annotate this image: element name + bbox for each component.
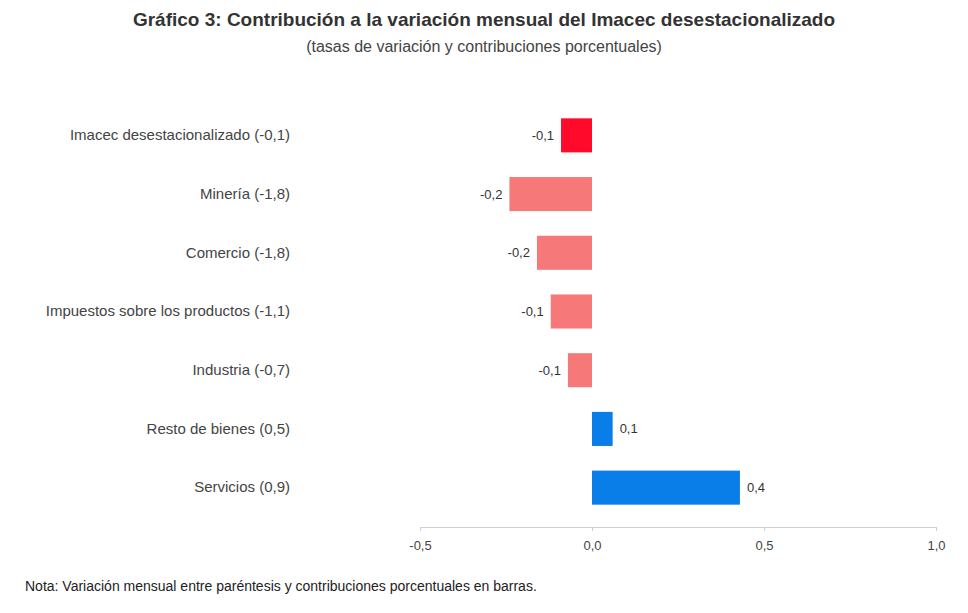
chart: Gráfico 3: Contribución a la variación m… [0, 0, 968, 613]
category-label: Comercio (-1,8) [186, 244, 290, 261]
tick-mark [764, 527, 765, 531]
category-tick: Industria (-0,7) [192, 361, 290, 378]
bar [561, 118, 592, 152]
y-axis: Imacec desestacionalizado (-0,1) Minería … [46, 126, 290, 495]
tick: 0,0 [583, 527, 601, 553]
bar [592, 471, 740, 505]
bar [537, 236, 592, 270]
data-label: -0,2 [480, 187, 502, 202]
tick: -0,5 [409, 527, 431, 553]
tick-mark [592, 527, 593, 531]
category-label: Resto de bienes (0,5) [147, 420, 290, 437]
data-label: -0,1 [539, 363, 561, 378]
tick: 1,0 [927, 527, 945, 553]
data-labels: -0,1 -0,2 -0,2 -0,1 -0,1 0,1 0,4 [480, 128, 765, 495]
tick: 0,5 [755, 527, 773, 553]
category-label: Minería (-1,8) [200, 185, 290, 202]
bar [509, 177, 592, 211]
tick-mark [936, 527, 937, 531]
tick-mark [420, 527, 421, 531]
data-label: 0,4 [747, 480, 765, 495]
category-label: Imacec desestacionalizado (-0,1) [70, 126, 290, 143]
category-tick: Minería (-1,8) [200, 185, 290, 202]
category-tick: Servicios (0,9) [194, 478, 290, 495]
title: Gráfico 3: Contribución a la variación m… [133, 9, 835, 30]
subtitle: (tasas de variación y contribuciones por… [306, 38, 662, 55]
tick-label: -0,5 [409, 538, 431, 553]
category-tick: Impuestos sobre los productos (-1,1) [46, 302, 290, 319]
axis-line [421, 528, 937, 532]
category-tick: Imacec desestacionalizado (-0,1) [70, 126, 290, 143]
category-label: Industria (-0,7) [192, 361, 290, 378]
tick-label: 0,0 [583, 538, 601, 553]
category-tick: Comercio (-1,8) [186, 244, 290, 261]
tick-label: 1,0 [927, 538, 945, 553]
category-label: Impuestos sobre los productos (-1,1) [46, 302, 290, 319]
x-axis: -0,5 0,0 0,5 1,0 [409, 527, 945, 553]
note: Nota: Variación mensual entre paréntesis… [25, 578, 537, 594]
bar [568, 353, 592, 387]
bar [551, 294, 592, 328]
tick-label: 0,5 [755, 538, 773, 553]
bar [592, 412, 613, 446]
data-label: -0,1 [521, 304, 543, 319]
category-tick: Resto de bienes (0,5) [147, 420, 290, 437]
data-label: -0,2 [508, 245, 530, 260]
bars [509, 118, 739, 504]
category-label: Servicios (0,9) [194, 478, 290, 495]
data-label: -0,1 [532, 128, 554, 143]
data-label: 0,1 [620, 421, 638, 436]
